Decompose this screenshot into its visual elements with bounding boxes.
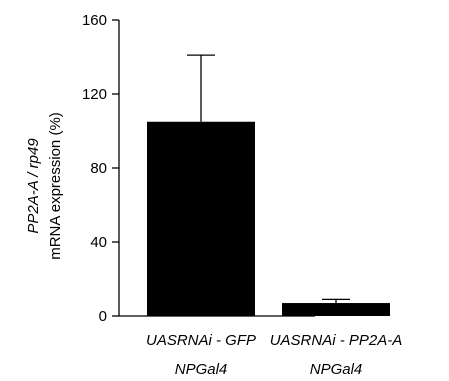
bar-1 bbox=[147, 121, 255, 316]
x-category-label: NPGal4 bbox=[310, 361, 363, 378]
y-axis-label-2: mRNA expression (%) bbox=[47, 112, 64, 260]
x-category-label: NPGal4 bbox=[175, 361, 228, 378]
y-tick-label: 160 bbox=[82, 12, 107, 29]
y-tick-label: 80 bbox=[90, 160, 107, 177]
y-axis: 0 40 80 120 160 bbox=[82, 12, 120, 325]
y-tick-label: 120 bbox=[82, 86, 107, 103]
x-category-label: UASRNAi - PP2A-A bbox=[270, 332, 403, 349]
y-axis-label: PP2A-A / rp49 bbox=[25, 138, 42, 234]
x-axis: UASRNAi - GFP NPGal4 UASRNAi - PP2A-A NPGal… bbox=[119, 315, 403, 378]
x-category-label: UASRNAi - GFP bbox=[146, 332, 256, 349]
y-tick-label: 40 bbox=[90, 234, 107, 251]
bar-2 bbox=[282, 303, 390, 316]
bars bbox=[147, 54, 390, 316]
y-tick-label: 0 bbox=[99, 308, 107, 325]
